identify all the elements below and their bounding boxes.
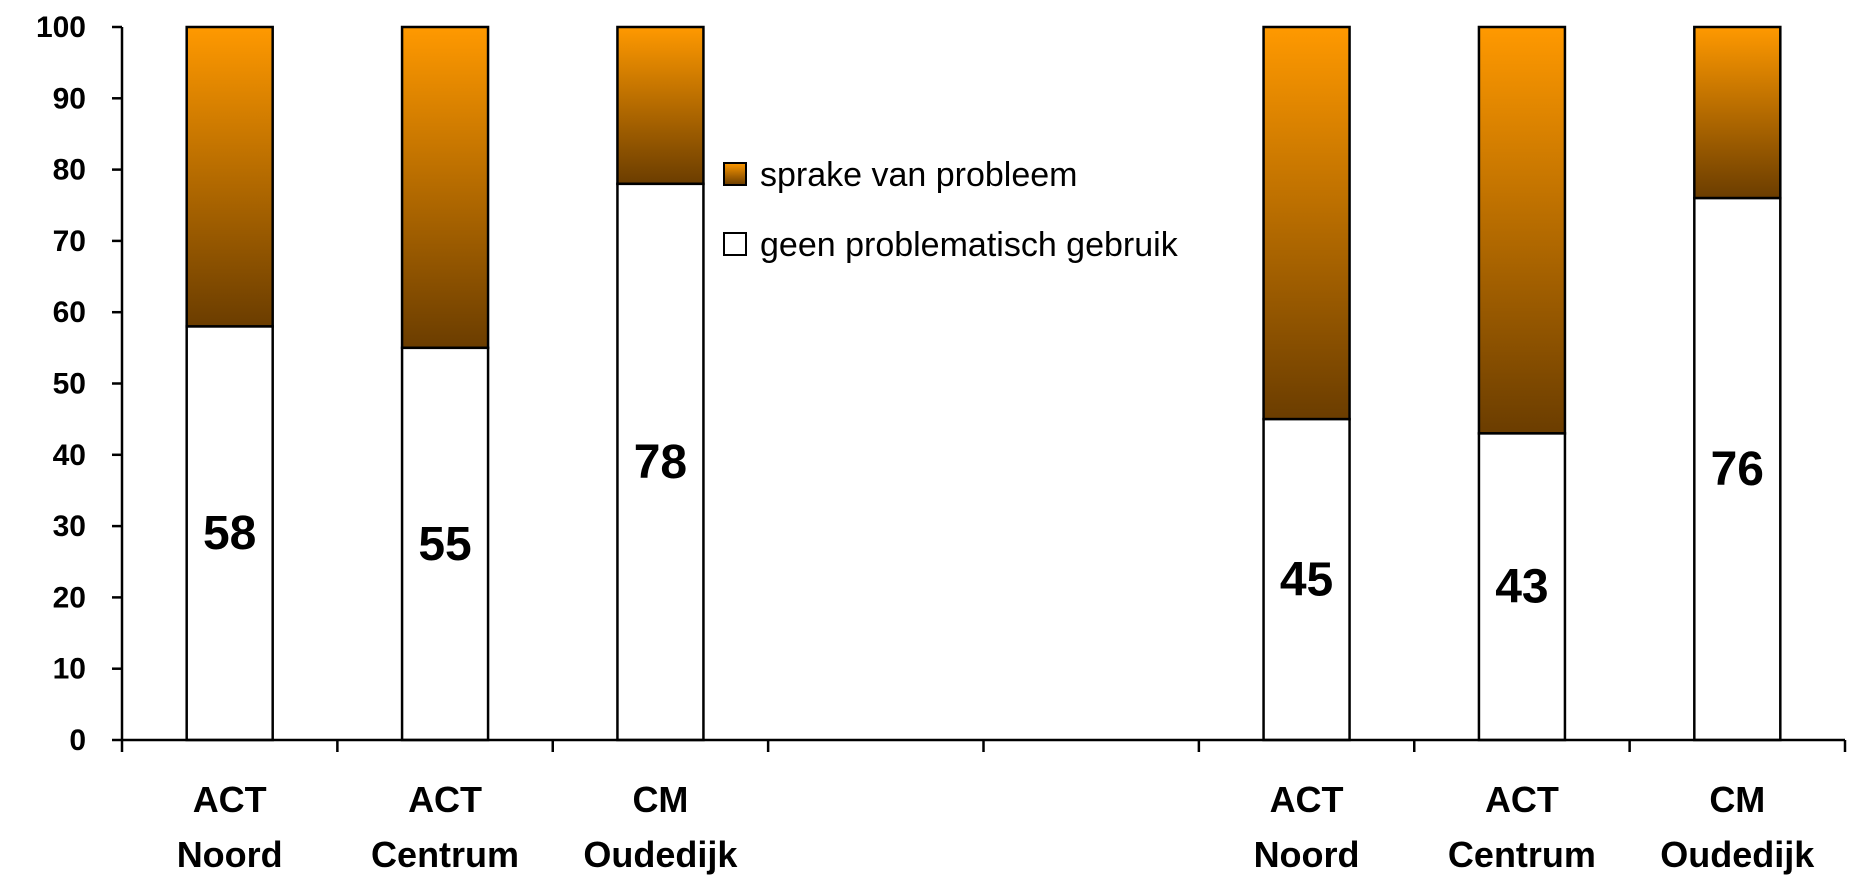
legend: sprake van probleem geen problematisch ge… xyxy=(723,156,1179,264)
bar-value-label: 58 xyxy=(203,507,256,560)
y-tick-label: 10 xyxy=(53,653,86,686)
legend-label: sprake van probleem xyxy=(760,156,1078,194)
bar-value-label: 55 xyxy=(418,518,471,571)
x-category-label: CM xyxy=(632,779,688,820)
x-category-label: Oudedijk xyxy=(1660,834,1815,875)
bar-value-label: 45 xyxy=(1280,554,1333,607)
bar-segment-problem xyxy=(616,25,705,186)
x-category-label: Noord xyxy=(1254,834,1360,875)
legend-swatch xyxy=(723,162,747,186)
bar-segment-no-problem xyxy=(400,346,490,742)
x-category-label: ACT xyxy=(408,779,482,820)
legend-swatch xyxy=(723,232,747,256)
y-tick-label: 80 xyxy=(53,154,86,187)
bar-value-label: 76 xyxy=(1711,443,1764,496)
y-tick-label: 60 xyxy=(53,296,86,329)
bar-segment-no-problem xyxy=(185,325,274,742)
axes-layer: 0 10 20 30 40 50 60 70 80 90 100 ACT Noord ACT Centrum… xyxy=(36,11,1847,875)
y-tick-label: 30 xyxy=(53,510,86,543)
y-tick-label: 90 xyxy=(53,82,86,115)
bar-segment-problem xyxy=(1477,25,1567,435)
x-category-label: ACT xyxy=(193,779,267,820)
y-tick-label: 70 xyxy=(53,225,86,258)
bar-segment-problem xyxy=(400,25,490,350)
bars-layer: 58 55 78 45 43 76 xyxy=(185,25,1782,742)
bar-value-label: 43 xyxy=(1495,561,1548,614)
x-category-label: Noord xyxy=(177,834,283,875)
x-category-label: Oudedijk xyxy=(583,834,738,875)
x-category-label: Centrum xyxy=(1448,834,1596,875)
bar-segment-problem xyxy=(1693,25,1782,200)
bar-segment-no-problem xyxy=(1693,196,1782,742)
bar-segment-no-problem xyxy=(1262,417,1351,742)
x-category-label: ACT xyxy=(1270,779,1344,820)
x-category-label: CM xyxy=(1709,779,1765,820)
x-category-label: ACT xyxy=(1485,779,1559,820)
y-tick-label: 20 xyxy=(53,581,86,614)
y-tick-label: 50 xyxy=(53,368,86,401)
legend-label: geen problematisch gebruik xyxy=(760,226,1179,264)
bar-value-label: 78 xyxy=(634,436,687,489)
x-category-label: Centrum xyxy=(371,834,519,875)
bar-segment-problem xyxy=(1262,25,1351,421)
bar-segment-problem xyxy=(185,25,274,328)
y-tick-label: 0 xyxy=(69,724,86,757)
y-tick-label: 100 xyxy=(36,11,86,44)
bar-segment-no-problem xyxy=(616,182,705,742)
y-tick-label: 40 xyxy=(53,439,86,472)
